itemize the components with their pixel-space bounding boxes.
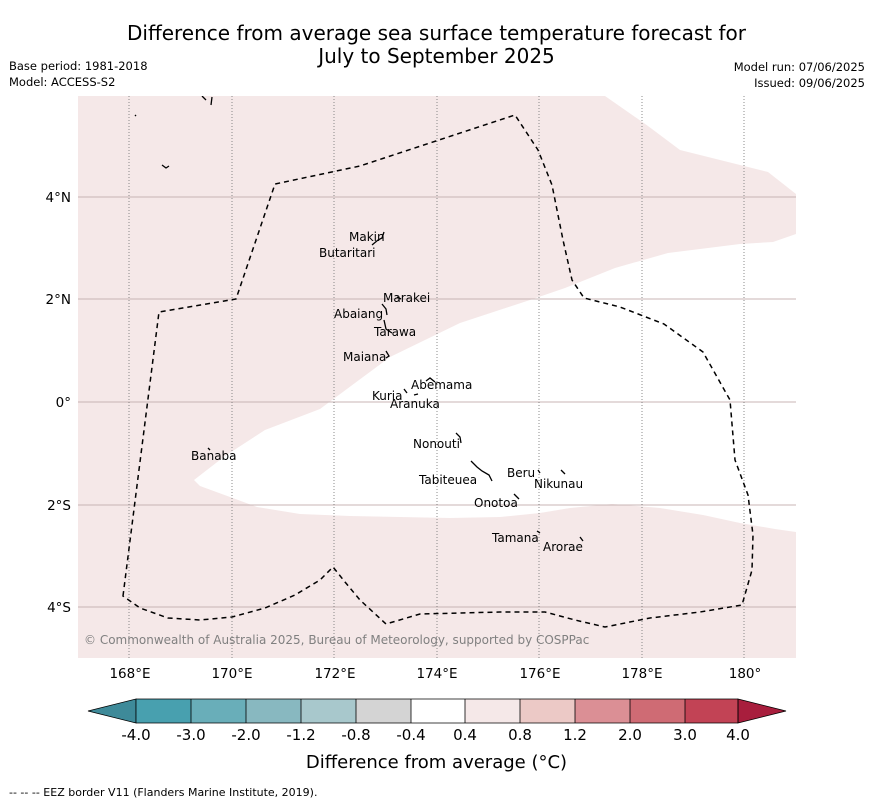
island-nw-4 — [210, 96, 213, 106]
colorbar-label: -1.2 — [286, 726, 315, 744]
x-axis: 168°E 170°E 172°E 174°E 176°E 178°E 180° — [109, 666, 761, 682]
island-tarawa — [383, 319, 393, 334]
y-tick-4s: 4°S — [47, 600, 71, 616]
x-tick-170e: 170°E — [211, 666, 252, 682]
place-labels: Makin Butaritari Marakei Abaiang Tarawa … — [191, 230, 583, 554]
colorbar-max-extension — [737, 698, 787, 724]
title-line-1: Difference from average sea surface temp… — [126, 21, 746, 45]
x-tick-168e: 168°E — [109, 666, 150, 682]
colorbar-label: 3.0 — [673, 726, 697, 744]
x-tick-180: 180° — [729, 666, 762, 682]
label-beru: Beru — [507, 466, 535, 480]
colorbar-label: 2.0 — [618, 726, 642, 744]
island-nw-3 — [201, 96, 207, 101]
label-butaritari: Butaritari — [319, 246, 376, 260]
anomaly-field-white-north — [605, 96, 796, 194]
colorbar-bin-8 — [520, 699, 575, 723]
island-nw-1 — [134, 114, 137, 117]
colorbar-bin-2 — [191, 699, 246, 723]
label-aranuka: Aranuka — [390, 397, 440, 411]
colorbar-label: -0.8 — [341, 726, 370, 744]
label-abaiang: Abaiang — [334, 307, 383, 321]
colorbar-label: -2.0 — [231, 726, 260, 744]
label-maiana: Maiana — [343, 350, 386, 364]
label-kuria: Kuria — [372, 389, 403, 403]
y-axis: 4°N 2°N 0° 2°S 4°S — [46, 190, 71, 616]
colorbar-title: Difference from average (°C) — [305, 752, 568, 773]
colorbar: -4.0 -3.0 -2.0 -1.2 -0.8 -0.4 0.4 0.8 1.… — [87, 698, 787, 744]
island-arorae — [579, 536, 584, 542]
label-makin: Makin — [349, 230, 385, 244]
island-banaba — [207, 447, 211, 451]
eez-border — [122, 114, 754, 628]
colorbar-bin-3 — [246, 699, 301, 723]
label-tabiteuea: Tabiteuea — [418, 473, 477, 487]
island-nikunau — [560, 469, 566, 475]
x-tick-176e: 176°E — [519, 666, 560, 682]
anomaly-field-white — [194, 234, 796, 532]
label-arorae: Arorae — [543, 540, 583, 554]
x-tick-172e: 172°E — [314, 666, 355, 682]
colorbar-bin-4 — [301, 699, 356, 723]
longitude-gridlines — [128, 96, 745, 658]
island-tabiteuea — [470, 460, 493, 482]
label-nikunau: Nikunau — [534, 477, 583, 491]
colorbar-label: -3.0 — [176, 726, 205, 744]
meta-left: Base period: 1981-2018 Model: ACCESS-S2 — [9, 58, 148, 90]
label-abemama: Abemama — [411, 378, 472, 392]
colorbar-bin-6 — [411, 699, 465, 723]
island-beru — [537, 469, 541, 474]
colorbar-label: -0.4 — [396, 726, 425, 744]
island-nonouti — [455, 432, 462, 444]
label-onotoa: Onotoa — [474, 496, 518, 510]
x-tick-174e: 174°E — [416, 666, 457, 682]
y-tick-2s: 2°S — [47, 498, 71, 514]
model-run: Model run: 07/06/2025 — [733, 60, 865, 74]
base-period: Base period: 1981-2018 — [9, 59, 148, 73]
y-tick-2n: 2°N — [46, 292, 71, 308]
island-abaiang — [381, 303, 388, 316]
island-marakei — [396, 296, 402, 300]
colorbar-bin-1 — [136, 699, 191, 723]
island-kuria — [403, 388, 408, 394]
colorbar-bin-11 — [685, 699, 738, 723]
label-tamana: Tamana — [491, 531, 539, 545]
colorbar-label: 4.0 — [726, 726, 750, 744]
colorbar-bin-9 — [575, 699, 630, 723]
island-abemama — [425, 377, 436, 383]
colorbar-bin-10 — [630, 699, 685, 723]
model-name: Model: ACCESS-S2 — [9, 75, 116, 89]
footer-note: -- -- -- EEZ border V11 (Flanders Marine… — [9, 786, 318, 799]
colorbar-label: 1.2 — [563, 726, 587, 744]
island-tamana — [536, 530, 541, 534]
x-tick-178e: 178°E — [621, 666, 662, 682]
colorbar-bin-7 — [465, 699, 520, 723]
label-nonouti: Nonouti — [413, 437, 460, 451]
colorbar-bin-5 — [356, 699, 411, 723]
y-tick-0: 0° — [56, 395, 71, 411]
colorbar-label: 0.8 — [508, 726, 532, 744]
label-banaba: Banaba — [191, 449, 237, 463]
y-tick-4n: 4°N — [46, 190, 71, 206]
meta-right: Model run: 07/06/2025 Issued: 09/06/2025 — [734, 59, 865, 91]
label-tarawa: Tarawa — [373, 325, 416, 339]
copyright-text: © Commonwealth of Australia 2025, Bureau… — [84, 633, 589, 647]
island-aranuka — [413, 393, 419, 396]
colorbar-min-extension — [87, 698, 137, 724]
label-marakei: Marakei — [383, 291, 430, 305]
chart-title: Difference from average sea surface temp… — [0, 22, 873, 68]
island-nw-2 — [161, 164, 170, 169]
colorbar-label: 0.4 — [453, 726, 477, 744]
island-onotoa — [513, 493, 520, 500]
island-maiana — [385, 350, 390, 359]
colorbar-label: -4.0 — [121, 726, 150, 744]
island-butaritari — [371, 231, 385, 246]
issued-date: Issued: 09/06/2025 — [754, 76, 865, 90]
title-line-2: July to September 2025 — [318, 44, 555, 68]
islands — [134, 96, 584, 542]
